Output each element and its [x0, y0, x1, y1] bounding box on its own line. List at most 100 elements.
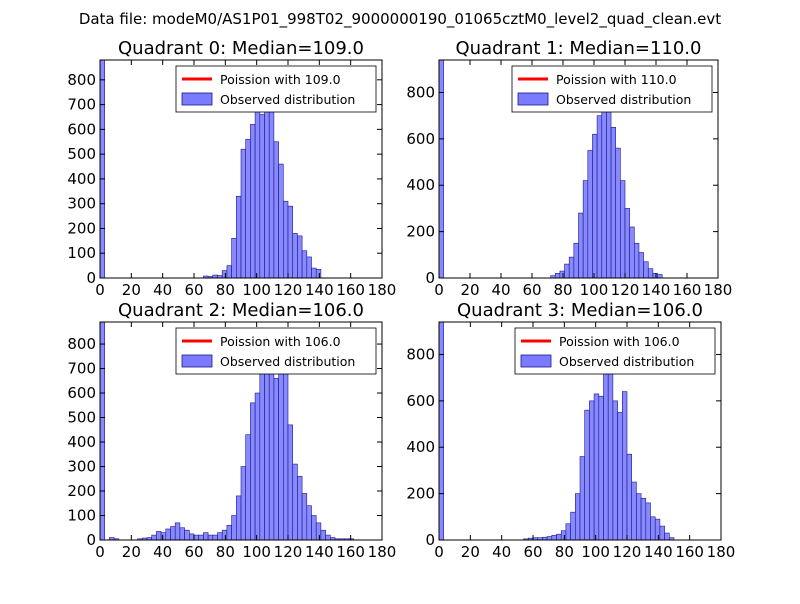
- x-tick-label: 60: [522, 281, 541, 299]
- histogram-bar: [559, 270, 565, 279]
- histogram-bar: [287, 205, 293, 279]
- histogram-bar: [311, 267, 317, 279]
- y-tick-label: 200: [67, 482, 96, 500]
- histogram-bar: [636, 493, 642, 541]
- histogram-bar: [593, 393, 600, 541]
- x-tick-label: 180: [707, 543, 736, 561]
- histogram-bar: [151, 534, 157, 541]
- histogram-bar: [231, 515, 237, 541]
- y-tick-label: 600: [406, 392, 435, 410]
- histogram-bar: [546, 536, 553, 541]
- histogram-bar: [254, 392, 261, 541]
- histogram-bar: [554, 273, 561, 279]
- y-tick-label: 0: [425, 269, 435, 287]
- histogram-bar: [629, 226, 635, 279]
- histogram-bar: [236, 495, 242, 541]
- histogram-bar: [259, 373, 265, 541]
- y-tick-label: 0: [86, 269, 96, 287]
- x-tick-label: 20: [461, 543, 480, 561]
- legend-line-label: Poission with 106.0: [220, 334, 341, 349]
- histogram-bar: [615, 147, 621, 279]
- x-tick-label: 160: [675, 543, 704, 561]
- histogram-bar: [165, 528, 171, 541]
- histogram-bar: [292, 233, 298, 279]
- histogram-bar: [282, 200, 289, 279]
- y-tick-label: 500: [67, 145, 96, 163]
- y-tick-label: 700: [67, 360, 96, 378]
- axes-frame: [438, 59, 719, 279]
- y-tick-label: 600: [406, 130, 435, 148]
- y-tick-label: 0: [86, 531, 96, 549]
- legend: Poission with 106.0 Observed distribution: [514, 327, 716, 375]
- subplot-grid: Quadrant 0: Median=109.00 20 40 60 80 100 120 1…: [67, 38, 735, 561]
- y-tick-label: 200: [406, 223, 435, 241]
- y-tick-label: 600: [67, 384, 96, 402]
- x-tick-label: 140: [305, 281, 334, 299]
- histogram-bar: [245, 138, 251, 279]
- histogram-bar: [320, 529, 326, 541]
- subplot-3: Quadrant 3: Median=106.00 20 40 60 80 100 120 1…: [406, 300, 735, 561]
- legend-line-label: Poission with 110.0: [556, 72, 677, 87]
- histogram-bar: [287, 424, 293, 541]
- histogram-bar: [579, 456, 585, 541]
- histogram-bar: [556, 533, 562, 541]
- x-tick-label: 0: [95, 281, 105, 299]
- histogram-bar: [607, 351, 614, 541]
- y-tick-label: 400: [406, 176, 435, 194]
- legend-bar-swatch: [181, 354, 213, 368]
- histogram-bar: [620, 180, 626, 279]
- histogram-bar: [652, 273, 658, 279]
- legend-line-label: Poission with 106.0: [559, 334, 680, 349]
- x-tick-label: 120: [274, 543, 303, 561]
- y-tick-label: 200: [406, 485, 435, 503]
- histogram-bar: [212, 534, 218, 541]
- subplot-title: Quadrant 0: Median=109.0: [118, 38, 364, 59]
- legend-bar-swatch: [517, 92, 549, 106]
- histogram-bar: [179, 527, 185, 541]
- histogram-bar: [250, 124, 256, 279]
- histogram-bar: [278, 163, 284, 279]
- histogram-bar: [250, 402, 256, 541]
- histogram-bar: [582, 180, 589, 279]
- legend: Poission with 110.0 Observed distribution: [511, 65, 713, 113]
- x-tick-label: 80: [555, 543, 574, 561]
- histogram-bar: [306, 256, 312, 279]
- y-tick-label: 0: [425, 531, 435, 549]
- x-tick-label: 140: [642, 281, 671, 299]
- x-tick-label: 0: [434, 543, 444, 561]
- histogram-bar: [631, 481, 637, 541]
- x-tick-label: 120: [274, 281, 303, 299]
- legend: Poission with 109.0 Observed distribution: [175, 65, 377, 113]
- x-tick-label: 0: [95, 543, 105, 561]
- histogram-bar: [606, 101, 612, 279]
- legend-bar-label: Observed distribution: [220, 92, 355, 107]
- legend-bar-swatch: [520, 354, 552, 368]
- y-tick-label: 800: [67, 71, 96, 89]
- legend-line-label: Poission with 109.0: [220, 72, 341, 87]
- subplot-2: Quadrant 2: Median=106.00 20 40 60 80 100 120 1…: [67, 300, 396, 561]
- histogram-bar: [198, 534, 204, 541]
- histogram-bar: [292, 463, 298, 541]
- x-tick-label: 40: [492, 543, 511, 561]
- x-tick-label: 0: [434, 281, 444, 299]
- y-tick-label: 800: [406, 345, 435, 363]
- histogram-bar: [650, 516, 656, 541]
- figure-suptitle: Data file: modeM0/AS1P01_998T02_90000001…: [79, 10, 721, 29]
- histogram-bar: [592, 133, 598, 279]
- x-tick-label: 80: [216, 281, 235, 299]
- x-tick-label: 120: [613, 543, 642, 561]
- histogram-bar: [626, 453, 632, 541]
- x-tick-label: 100: [242, 543, 271, 561]
- x-tick-label: 40: [491, 281, 510, 299]
- histogram-bar: [598, 395, 604, 541]
- x-tick-label: 140: [644, 543, 673, 561]
- x-tick-label: 80: [216, 543, 235, 561]
- x-tick-label: 80: [553, 281, 572, 299]
- x-tick-label: 60: [184, 281, 203, 299]
- histogram-bar: [311, 515, 317, 541]
- histogram-bar: [226, 265, 232, 279]
- x-tick-label: 40: [153, 281, 172, 299]
- histogram-bar: [226, 525, 232, 541]
- histogram-bar: [170, 526, 176, 541]
